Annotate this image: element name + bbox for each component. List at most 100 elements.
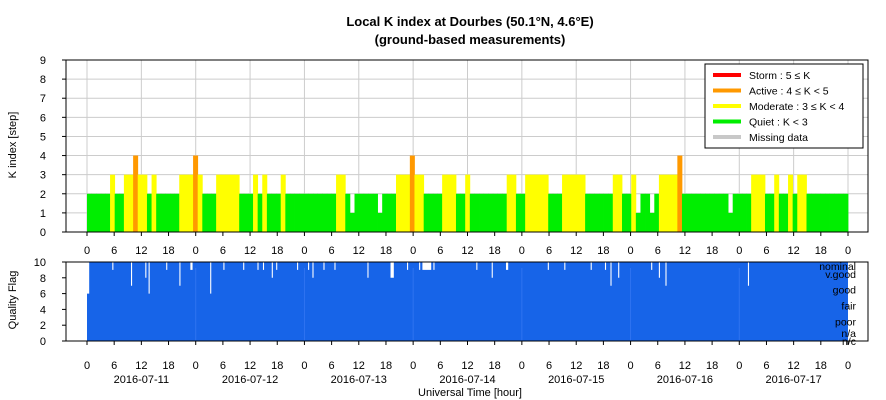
legend-label: Quiet : K < 3 <box>749 117 808 129</box>
kindex-bar <box>617 174 623 232</box>
kindex-xtick-label: 6 <box>437 245 443 257</box>
kindex-bar <box>345 193 351 232</box>
quality-xtick-label: 6 <box>329 360 335 372</box>
quality-xtick-label: 18 <box>706 360 718 372</box>
kindex-bar <box>308 193 314 232</box>
time-axis: 0 0 6 6 12 12 18 18 0 0 6 6 12 12 18 18 0 0 6 6 12 12 18 18 0 0 6 6… <box>84 232 851 386</box>
kindex-xtick-label: 12 <box>788 245 800 257</box>
quality-ytick-label: 2 <box>40 320 46 332</box>
xaxis-label: Universal Time [hour] <box>418 387 522 399</box>
kindex-bar <box>188 174 194 232</box>
quality-ytick-label: 0 <box>40 336 46 348</box>
kindex-bar <box>119 193 125 232</box>
chart-subtitle: (ground-based measurements) <box>375 32 566 47</box>
kindex-bar <box>446 174 452 232</box>
quality-level-label: v.good <box>825 269 856 281</box>
kindex-bar <box>114 193 120 232</box>
kindex-xtick-label: 6 <box>111 245 117 257</box>
quality-level-label: n/c <box>842 336 856 348</box>
kindex-bar <box>303 193 309 232</box>
quality-level-label: fair <box>841 300 856 312</box>
kindex-bar <box>534 174 540 232</box>
kindex-xtick-label: 0 <box>845 245 851 257</box>
kindex-bar <box>824 193 830 232</box>
kindex-bar <box>206 193 212 232</box>
kindex-bar <box>386 193 392 232</box>
quality-xtick-label: 18 <box>271 360 283 372</box>
kindex-bar <box>465 174 471 232</box>
kindex-bar <box>285 193 291 232</box>
quality-xtick-label: 18 <box>380 360 392 372</box>
kindex-bar <box>571 174 577 232</box>
kindex-bar <box>170 193 176 232</box>
kindex-bar <box>87 193 93 232</box>
kindex-bar <box>197 174 203 232</box>
kindex-bar <box>566 174 572 232</box>
legend-label: Storm : 5 ≤ K <box>749 70 810 82</box>
quality-xtick-label: 12 <box>570 360 582 372</box>
kindex-bar <box>160 193 166 232</box>
kindex-bar <box>354 193 360 232</box>
kindex-bar <box>700 193 706 232</box>
kindex-ytick-label: 6 <box>40 112 46 124</box>
date-label: 2016-07-14 <box>439 374 495 386</box>
kindex-bar <box>663 174 669 232</box>
kindex-bar <box>557 193 563 232</box>
quality-xtick-label: 0 <box>410 360 416 372</box>
kindex-bar <box>110 174 116 232</box>
kindex-bar <box>622 193 628 232</box>
kindex-bar <box>755 174 761 232</box>
kindex-bar <box>271 193 277 232</box>
kindex-xtick-label: 18 <box>271 245 283 257</box>
quality-xtick-label: 18 <box>597 360 609 372</box>
kindex-bar <box>728 212 734 232</box>
quality-xtick-label: 6 <box>437 360 443 372</box>
kindex-xtick-label: 18 <box>815 245 827 257</box>
quality-level-label: nominal <box>819 261 856 273</box>
kindex-bar <box>432 193 438 232</box>
kindex-bar <box>760 174 766 232</box>
kindex-bar <box>474 193 480 232</box>
kindex-bar <box>151 174 157 232</box>
quality-level-label: good <box>833 285 857 297</box>
quality-ytick-label: 10 <box>34 257 46 269</box>
kindex-bar <box>183 174 189 232</box>
kindex-ylabel: K index [step] <box>7 112 19 179</box>
kindex-bar <box>289 193 295 232</box>
kindex-xtick-label: 18 <box>489 245 501 257</box>
kindex-bar <box>211 193 217 232</box>
kindex-bar <box>705 193 711 232</box>
kindex-xtick-label: 6 <box>546 245 552 257</box>
kindex-bar <box>575 174 581 232</box>
date-label: 2016-07-15 <box>548 374 604 386</box>
kindex-bar <box>538 174 544 232</box>
kindex-bar <box>801 174 807 232</box>
kindex-bar <box>769 193 775 232</box>
kindex-bar <box>502 193 508 232</box>
kindex-bar <box>681 193 687 232</box>
quality-xtick-label: 18 <box>815 360 827 372</box>
kindex-bar <box>640 193 646 232</box>
quality-xtick-label: 12 <box>679 360 691 372</box>
kindex-bar <box>668 174 674 232</box>
kindex-bar <box>91 193 97 232</box>
kindex-ytick-label: 4 <box>40 151 46 163</box>
quality-xtick-label: 6 <box>546 360 552 372</box>
kindex-bar <box>294 193 300 232</box>
kindex-bar <box>520 193 526 232</box>
kindex-bar <box>276 193 282 232</box>
kindex-bar <box>672 174 678 232</box>
kindex-xtick-label: 18 <box>162 245 174 257</box>
quality-xtick-label: 12 <box>788 360 800 372</box>
quality-xtick-label: 0 <box>845 360 851 372</box>
kindex-bar <box>543 174 549 232</box>
quality-xtick-label: 6 <box>763 360 769 372</box>
kindex-bar <box>686 193 692 232</box>
legend-label: Missing data <box>749 132 808 144</box>
kindex-bar <box>133 155 139 232</box>
kindex-bar <box>658 174 664 232</box>
legend-label: Active : 4 ≤ K < 5 <box>749 86 829 98</box>
kindex-bar <box>128 174 134 232</box>
kindex-bar <box>829 193 835 232</box>
